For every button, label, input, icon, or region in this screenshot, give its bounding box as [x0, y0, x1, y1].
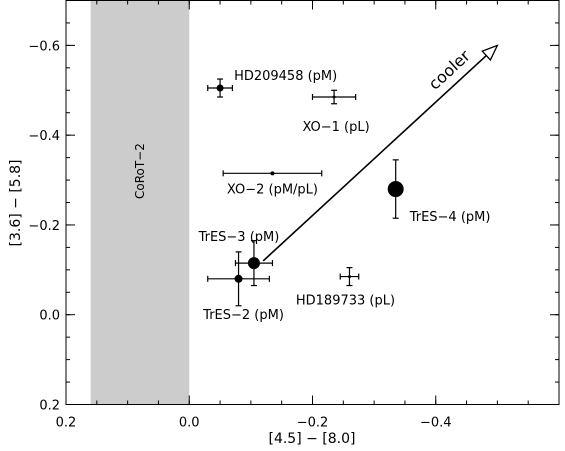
point-label: HD209458 (pM): [234, 69, 337, 84]
point-label: TrES−3 (pM): [198, 230, 280, 245]
labels-layer: HD209458 (pM) XO−1 (pL) XO−2 (pM/pL) TrES−4…: [198, 69, 491, 323]
points-layer: [207, 78, 404, 307]
shaded-region: [90, 0, 190, 405]
point-label: TrES−4 (pM): [409, 210, 491, 225]
tick-marks: 0.2 0.0 −0.2 −0.4 0.2 0.0 −0.2 −0.4 −0.6: [28, 0, 560, 431]
y-tick-label: 0.2: [39, 399, 60, 414]
cooler-arrow-head: [481, 44, 499, 62]
data-point: [234, 274, 243, 283]
point-label: TrES−2 (pM): [202, 308, 284, 323]
data-point: [332, 95, 336, 99]
data-point: [270, 171, 275, 176]
data-point: [387, 181, 404, 198]
plot-frame: [65, 0, 560, 405]
x-axis-label: [4.5] − [8.0]: [268, 431, 355, 447]
y-axis-label: [3.6] − [5.8]: [8, 159, 24, 246]
shade-layer: CoRoT−2: [90, 0, 190, 405]
cooler-arrow-shaft: [262, 54, 487, 262]
y-tick-label: −0.6: [28, 39, 60, 54]
shaded-region-label: CoRoT−2: [133, 143, 147, 199]
y-tick-label: −0.4: [28, 129, 60, 144]
data-point: [347, 275, 351, 279]
x-tick-label: 0.2: [56, 416, 77, 431]
data-point: [247, 257, 260, 270]
x-tick-label: −0.2: [297, 416, 329, 431]
y-tick-label: −0.2: [28, 219, 60, 234]
y-tick-label: 0.0: [39, 309, 60, 324]
point-label: HD189733 (pL): [296, 294, 395, 309]
data-point: [216, 84, 224, 92]
x-tick-label: 0.0: [179, 416, 200, 431]
point-label: XO−1 (pL): [302, 120, 369, 135]
point-label: XO−2 (pM/pL): [227, 182, 318, 197]
x-tick-label: −0.4: [420, 416, 452, 431]
